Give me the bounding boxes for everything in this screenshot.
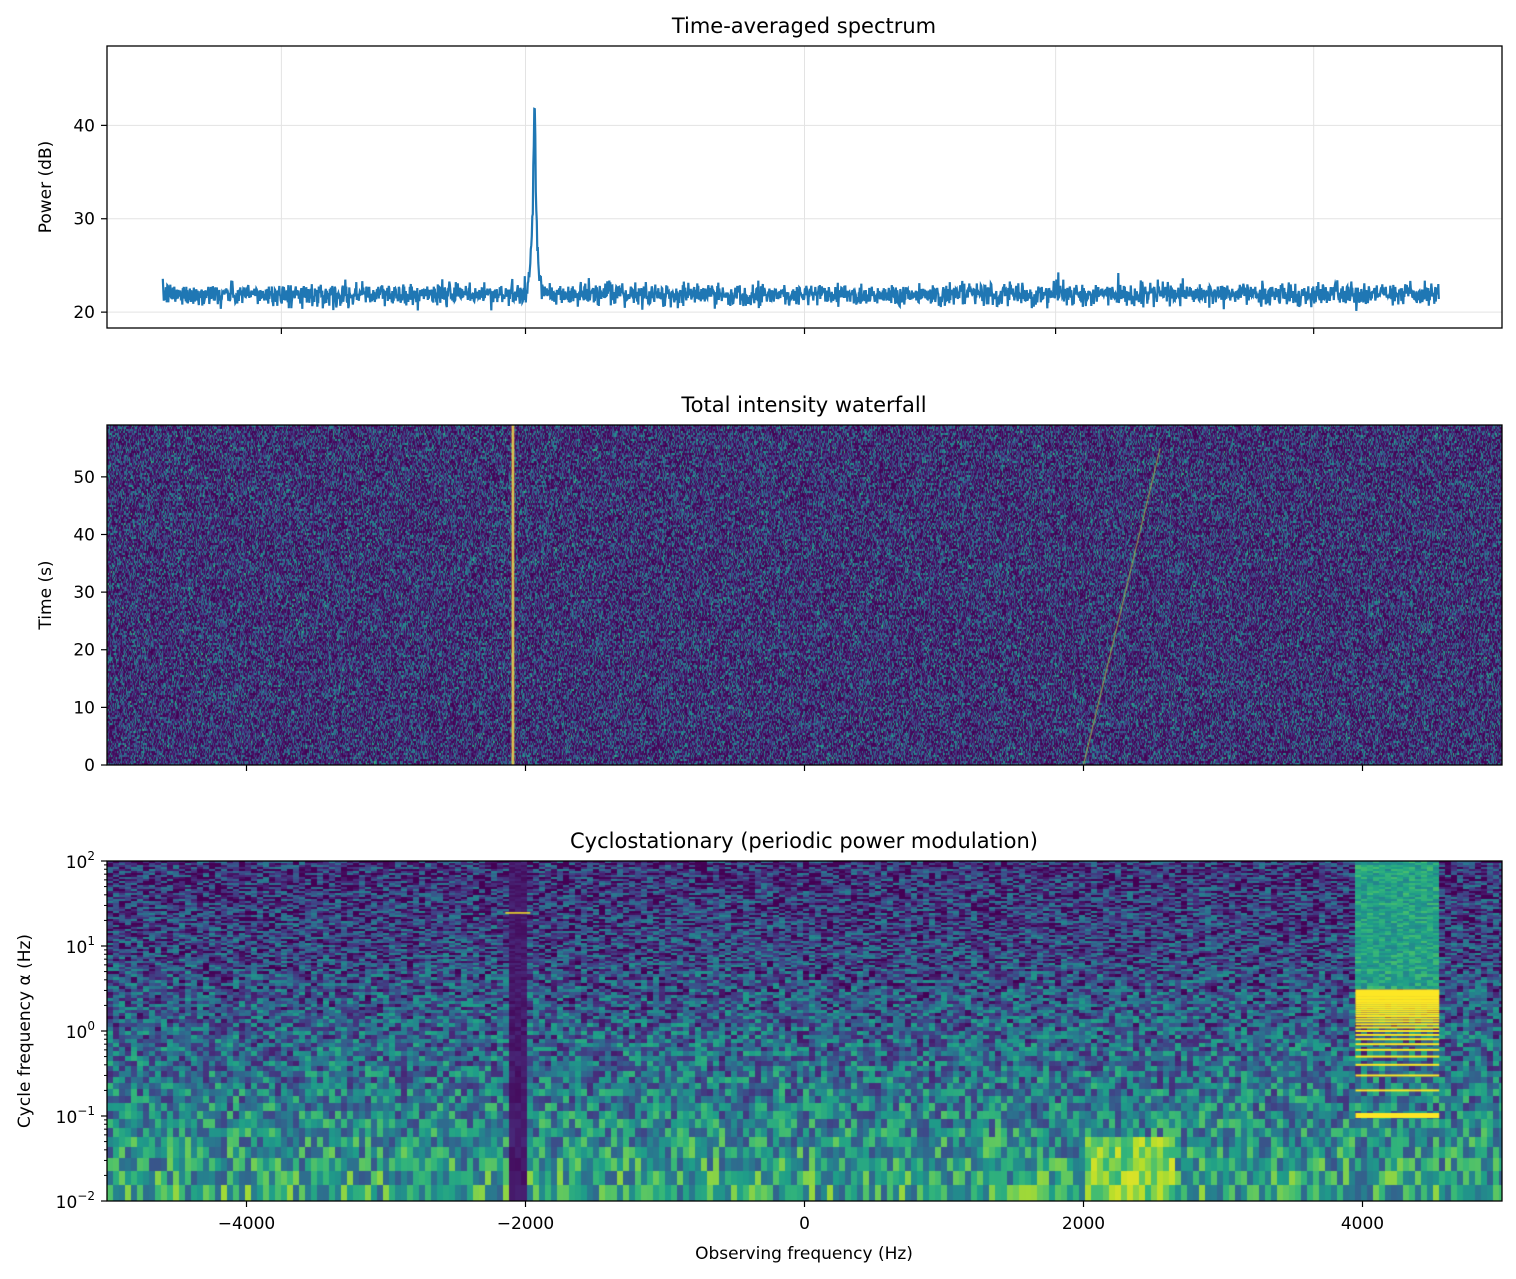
cyclo-ylabel: Cycle frequency α (Hz) — [15, 934, 35, 1128]
waterfall-ylabel: Time (s) — [36, 560, 56, 630]
spectrum-ylabel: Power (dB) — [36, 141, 56, 234]
cyclo-y-tick-label: 101 — [66, 934, 95, 958]
spectrum-title: Time-averaged spectrum — [671, 14, 936, 38]
spectrum-panel: Time-averaged spectrum 20 30 40 Power (dB) — [36, 14, 1503, 334]
cyclo-y-tick-label: 100 — [66, 1019, 95, 1043]
cyclo-y-tick-label: 102 — [66, 849, 95, 873]
waterfall-y-tick-label: 10 — [73, 698, 95, 718]
waterfall-x-ticks — [245, 765, 1364, 771]
waterfall-y-tick-label: 0 — [84, 756, 95, 776]
cyclo-image — [107, 861, 1502, 1201]
waterfall-title: Total intensity waterfall — [680, 393, 926, 417]
spectrum-y-tick-label: 20 — [73, 303, 95, 323]
spectrum-x-ticks — [280, 328, 1315, 334]
waterfall-y-tick-label: 20 — [73, 641, 95, 661]
cyclo-x-tick-label: 0 — [799, 1214, 810, 1234]
waterfall-y-tick-label: 30 — [73, 583, 95, 603]
cyclo-x-tick-label: 2000 — [1062, 1214, 1105, 1234]
cyclo-title: Cyclostationary (periodic power modulati… — [570, 829, 1038, 853]
cyclo-y-tick-label: 10−1 — [56, 1104, 95, 1128]
spectrum-line-layer — [161, 107, 1440, 311]
waterfall-y-tick-label: 40 — [73, 525, 95, 545]
spectrum-series-line — [161, 107, 1440, 311]
cyclo-x-tick-label: −4000 — [218, 1214, 276, 1234]
cyclo-xlabel: Observing frequency (Hz) — [695, 1244, 913, 1264]
cyclo-x-ticks: −4000 −2000 0 2000 4000 — [218, 1201, 1384, 1234]
waterfall-y-ticks: 0 10 20 30 40 50 — [73, 468, 107, 776]
cyclo-x-tick-label: 4000 — [1341, 1214, 1384, 1234]
waterfall-panel: Total intensity waterfall 0 10 20 30 40 50 Ti… — [36, 393, 1503, 776]
waterfall-image — [107, 425, 1502, 765]
spectrum-y-tick-label: 30 — [73, 210, 95, 230]
cyclo-x-tick-label: −2000 — [497, 1214, 555, 1234]
spectrum-y-ticks: 20 30 40 — [73, 116, 107, 323]
spectrum-grid — [107, 46, 1502, 328]
waterfall-y-tick-label: 50 — [73, 468, 95, 488]
cyclo-y-ticks: 10−2 10−1 100 101 102 — [56, 849, 107, 1213]
cyclo-panel: Cyclostationary (periodic power modulati… — [15, 829, 1503, 1264]
spectrum-y-tick-label: 40 — [73, 116, 95, 136]
cyclo-y-tick-label: 10−2 — [56, 1189, 95, 1213]
